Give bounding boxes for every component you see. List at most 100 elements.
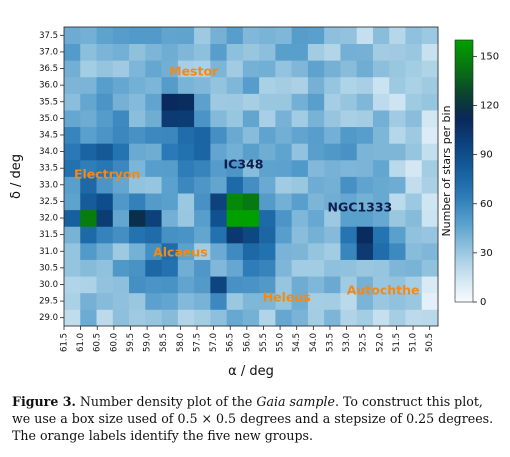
heatmap-cell [96,143,114,161]
heatmap-cell [194,126,211,144]
heatmap-cell [340,60,358,78]
heatmap-cell [194,292,211,310]
heatmap-cell [145,110,162,128]
heatmap-cell [64,76,81,94]
heatmap-cell [64,209,81,227]
heatmap-cell [80,60,97,78]
heatmap-cell [405,27,423,45]
heatmap-cell [242,209,260,227]
heatmap-cell [64,143,81,161]
heatmap-cell [80,126,97,144]
heatmap-cell [161,60,179,78]
heatmap-cell [421,242,439,260]
heatmap-cell [242,259,260,277]
heatmap-cell [177,126,195,144]
heatmap-cell [129,43,146,61]
heatmap-cell [112,209,130,227]
heatmap-cell [80,259,97,277]
x-tick-label: 59.5 [126,333,136,352]
heatmap-cell [356,27,374,45]
heatmap-cell [112,292,130,310]
heatmap-cell [405,76,423,94]
heatmap-cell [372,276,390,294]
heatmap-cell [372,292,390,310]
y-tick-label: 31.0 [39,247,58,257]
heatmap-cell [340,276,358,294]
y-axis-label: δ / deg [9,154,24,199]
heatmap-cell [259,76,276,94]
heatmap-cell [210,60,228,78]
heatmap-cell [372,60,390,78]
heatmap-cell [421,159,439,177]
plot-frame [63,26,439,327]
heatmap-cell [242,110,260,128]
heatmap-cell [291,292,309,310]
heatmap-cell [405,193,423,211]
heatmap-cell [177,226,195,244]
heatmap-cell [96,159,114,177]
heatmap-cell [275,27,293,45]
heatmap-cell [405,309,423,327]
heatmap-cell [112,27,130,45]
heatmap-cell [226,176,244,194]
heatmap-cell [242,60,260,78]
heatmap-cell [307,60,325,78]
heatmap-cell [259,276,276,294]
heatmap-cell [307,309,325,327]
heatmap-cell [226,60,244,78]
heatmap-cell [210,309,228,327]
heatmap-cell [405,226,423,244]
heatmap-cell [161,76,179,94]
heatmap-cell [161,27,179,45]
heatmap-cell [96,43,114,61]
heatmap-cell [177,309,195,327]
y-tick-label: 33.0 [39,180,58,190]
y-tick-label: 34.5 [39,130,58,140]
heatmap-cell [389,93,406,111]
heatmap-cell [324,292,341,310]
heatmap-cell [389,76,406,94]
heatmap-cell [259,309,276,327]
heatmap-cell [421,259,439,277]
heatmap-cell [242,176,260,194]
heatmap-cell [275,126,293,144]
heatmap-cell [389,209,406,227]
heatmap-cell [389,276,406,294]
heatmap-cell [64,27,81,45]
heatmap-cell [356,193,374,211]
heatmap-cell [129,176,146,194]
x-tick-label: 52.5 [359,333,369,352]
heatmap-cell [340,93,358,111]
x-tick-label: 50.5 [425,333,435,352]
heatmap-cell [291,309,309,327]
y-tick-label: 29.0 [39,313,58,323]
heatmap-cell [275,292,293,310]
heatmap-cell [112,309,130,327]
heatmap-cell [307,93,325,111]
heatmap-cell [64,126,81,144]
heatmap-cell [291,176,309,194]
heatmap-cell [291,126,309,144]
heatmap-cell [129,276,146,294]
heatmap-cell [194,242,211,260]
heatmap-cell [161,292,179,310]
heatmap-cell [291,93,309,111]
heatmap-cell [389,126,406,144]
heatmap-cell [194,76,211,94]
heatmap-cell [275,43,293,61]
heatmap-cell [389,43,406,61]
heatmap-cell [145,242,162,260]
heatmap-cell [129,93,146,111]
heatmap-cell [340,159,358,177]
heatmap-cell [356,43,374,61]
heatmap-cell [96,193,114,211]
heatmap-cell [210,226,228,244]
heatmap-cell [389,60,406,78]
group-labels: Mestor Electryon IC348 NGC1333 Alcaeus Heleus… [74,63,420,304]
heatmap-cell [96,176,114,194]
heatmap-cell [356,309,374,327]
heatmap-cell [242,93,260,111]
heatmap-cell [307,110,325,128]
heatmap-cell [259,159,276,177]
heatmap-cell [96,292,114,310]
